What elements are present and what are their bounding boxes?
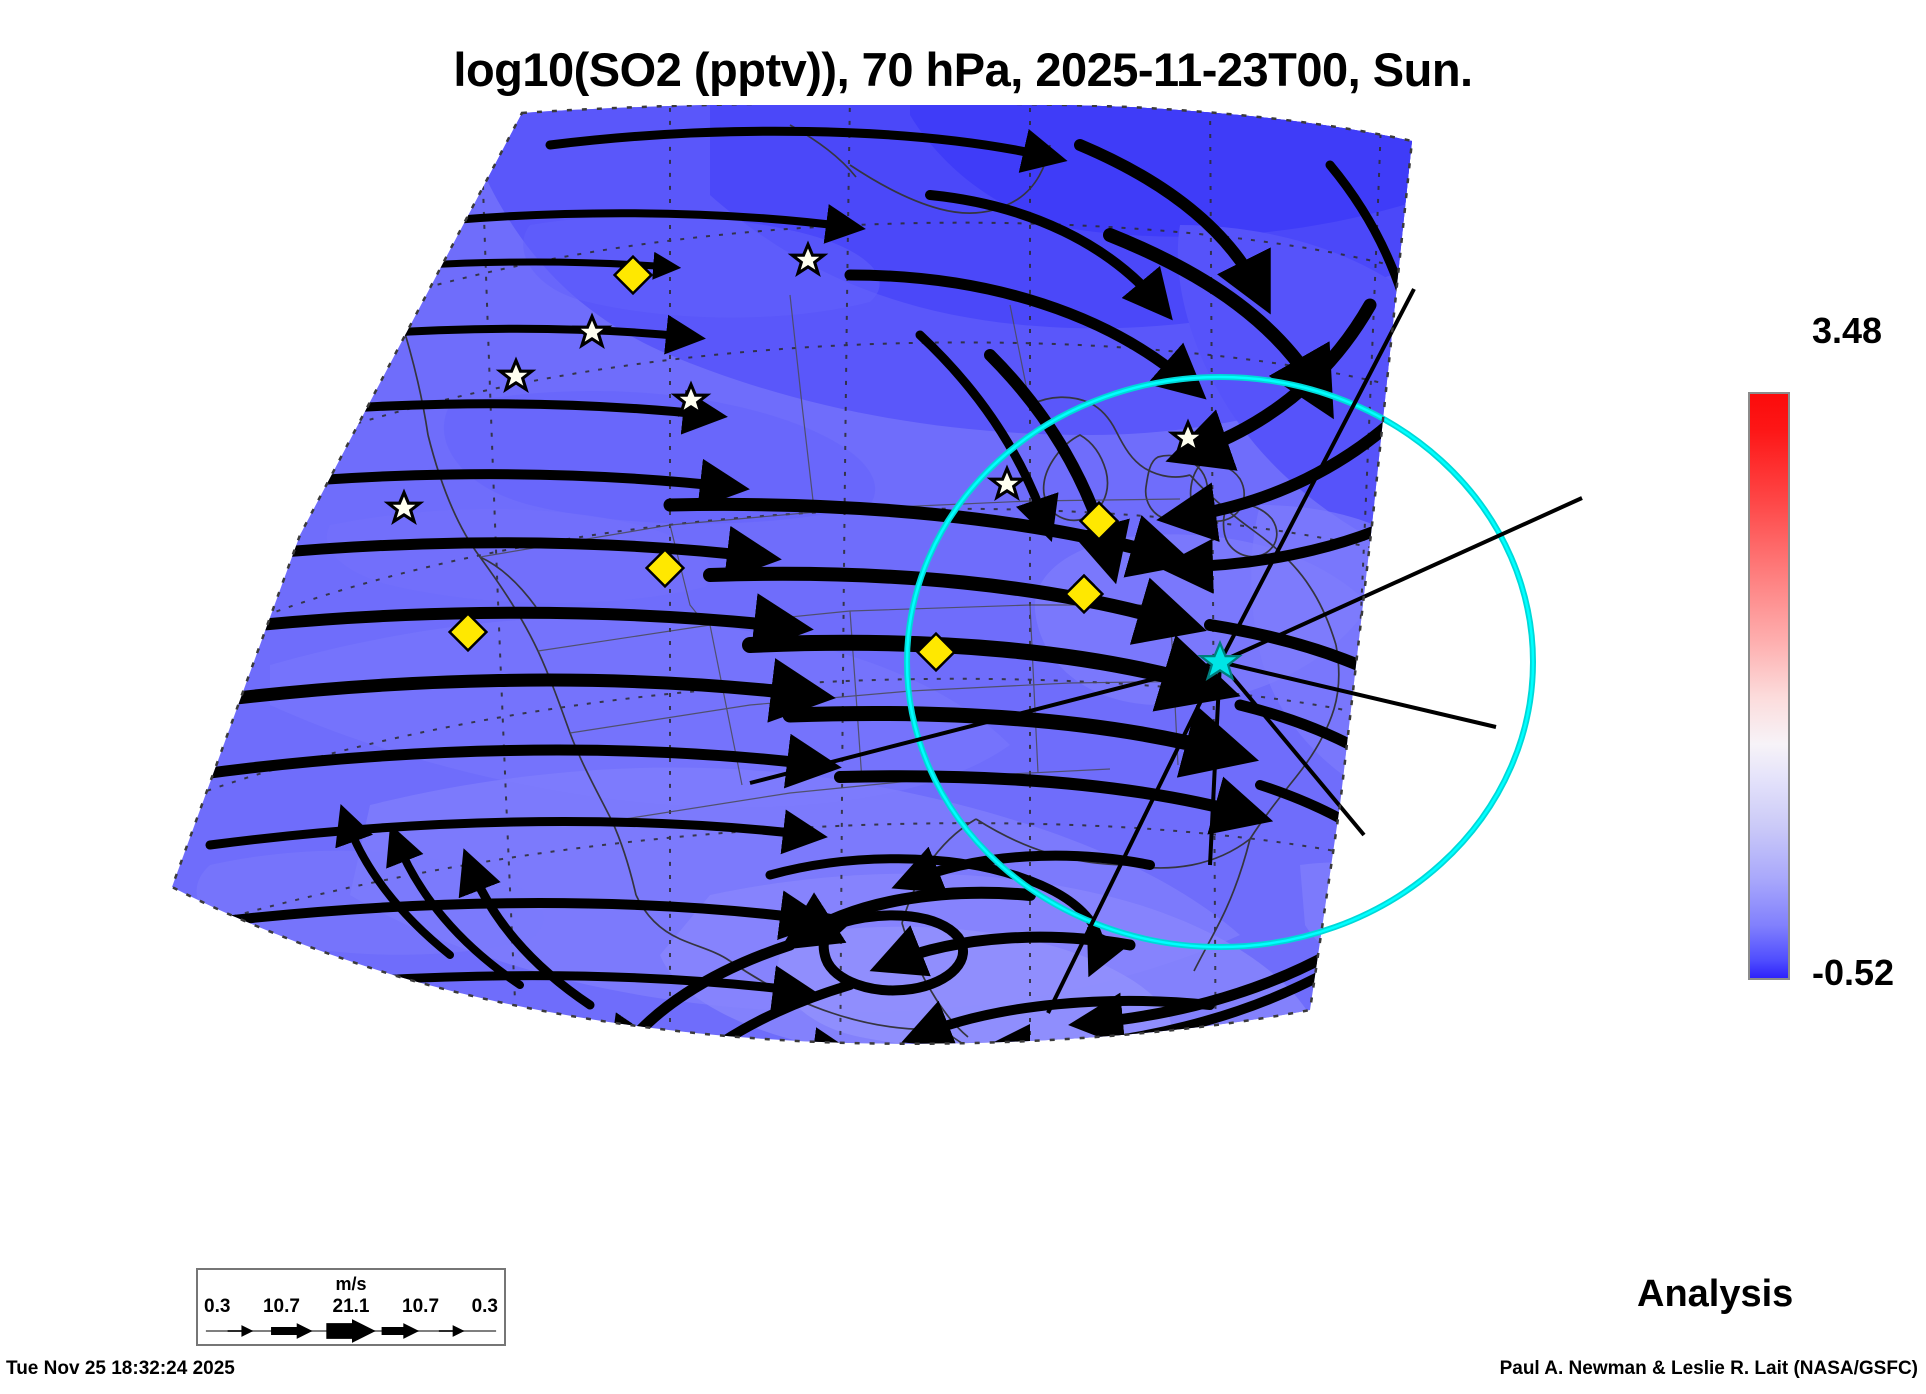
wind-tick-1: 0.3 [204,1296,231,1317]
site-markers[interactable] [383,240,1243,682]
center-star-icon [1197,640,1243,682]
wind-tick-2: 10.7 [262,1296,300,1317]
colorbar[interactable] [1748,392,1790,980]
analysis-label: Analysis [1637,1273,1794,1315]
range-ring [904,374,1536,950]
wind-legend-arrows [205,1319,497,1343]
domain-boundary [170,105,1414,1046]
colorbar-min-label: -0.52 [1812,952,1895,993]
wind-tick-4: 10.7 [402,1296,440,1317]
wind-tick-5: 0.3 [471,1296,498,1317]
wind-tick-3: 21.1 [332,1296,370,1317]
trajectory-lines [749,288,1583,1014]
map-svg [170,105,1583,1046]
credits: Paul A. Newman & Leslie R. Lait (NASA/GS… [1499,1358,1918,1379]
wind-speed-legend: m/s 0.3 10.7 21.1 10.7 0.3 [196,1268,506,1346]
wind-legend-unit: m/s [335,1274,367,1294]
render-timestamp: Tue Nov 25 18:32:24 2025 [6,1358,235,1379]
wind-legend-ticks: 0.3 10.7 21.1 10.7 0.3 [204,1296,498,1318]
page-title: log10(SO2 (pptv)), 70 hPa, 2025-11-23T00… [453,43,1473,96]
colorbar-max-label: 3.48 [1812,310,1883,351]
map-panel[interactable] [150,105,1710,1265]
